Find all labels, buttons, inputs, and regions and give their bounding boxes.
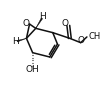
Polygon shape [17, 38, 26, 42]
Text: H: H [39, 12, 46, 21]
Text: O: O [78, 36, 85, 45]
Polygon shape [36, 18, 43, 28]
Text: CH₃: CH₃ [88, 32, 100, 41]
Text: OH: OH [25, 65, 39, 74]
Text: O: O [62, 19, 69, 28]
Text: O: O [22, 19, 29, 28]
Text: H: H [12, 37, 19, 46]
